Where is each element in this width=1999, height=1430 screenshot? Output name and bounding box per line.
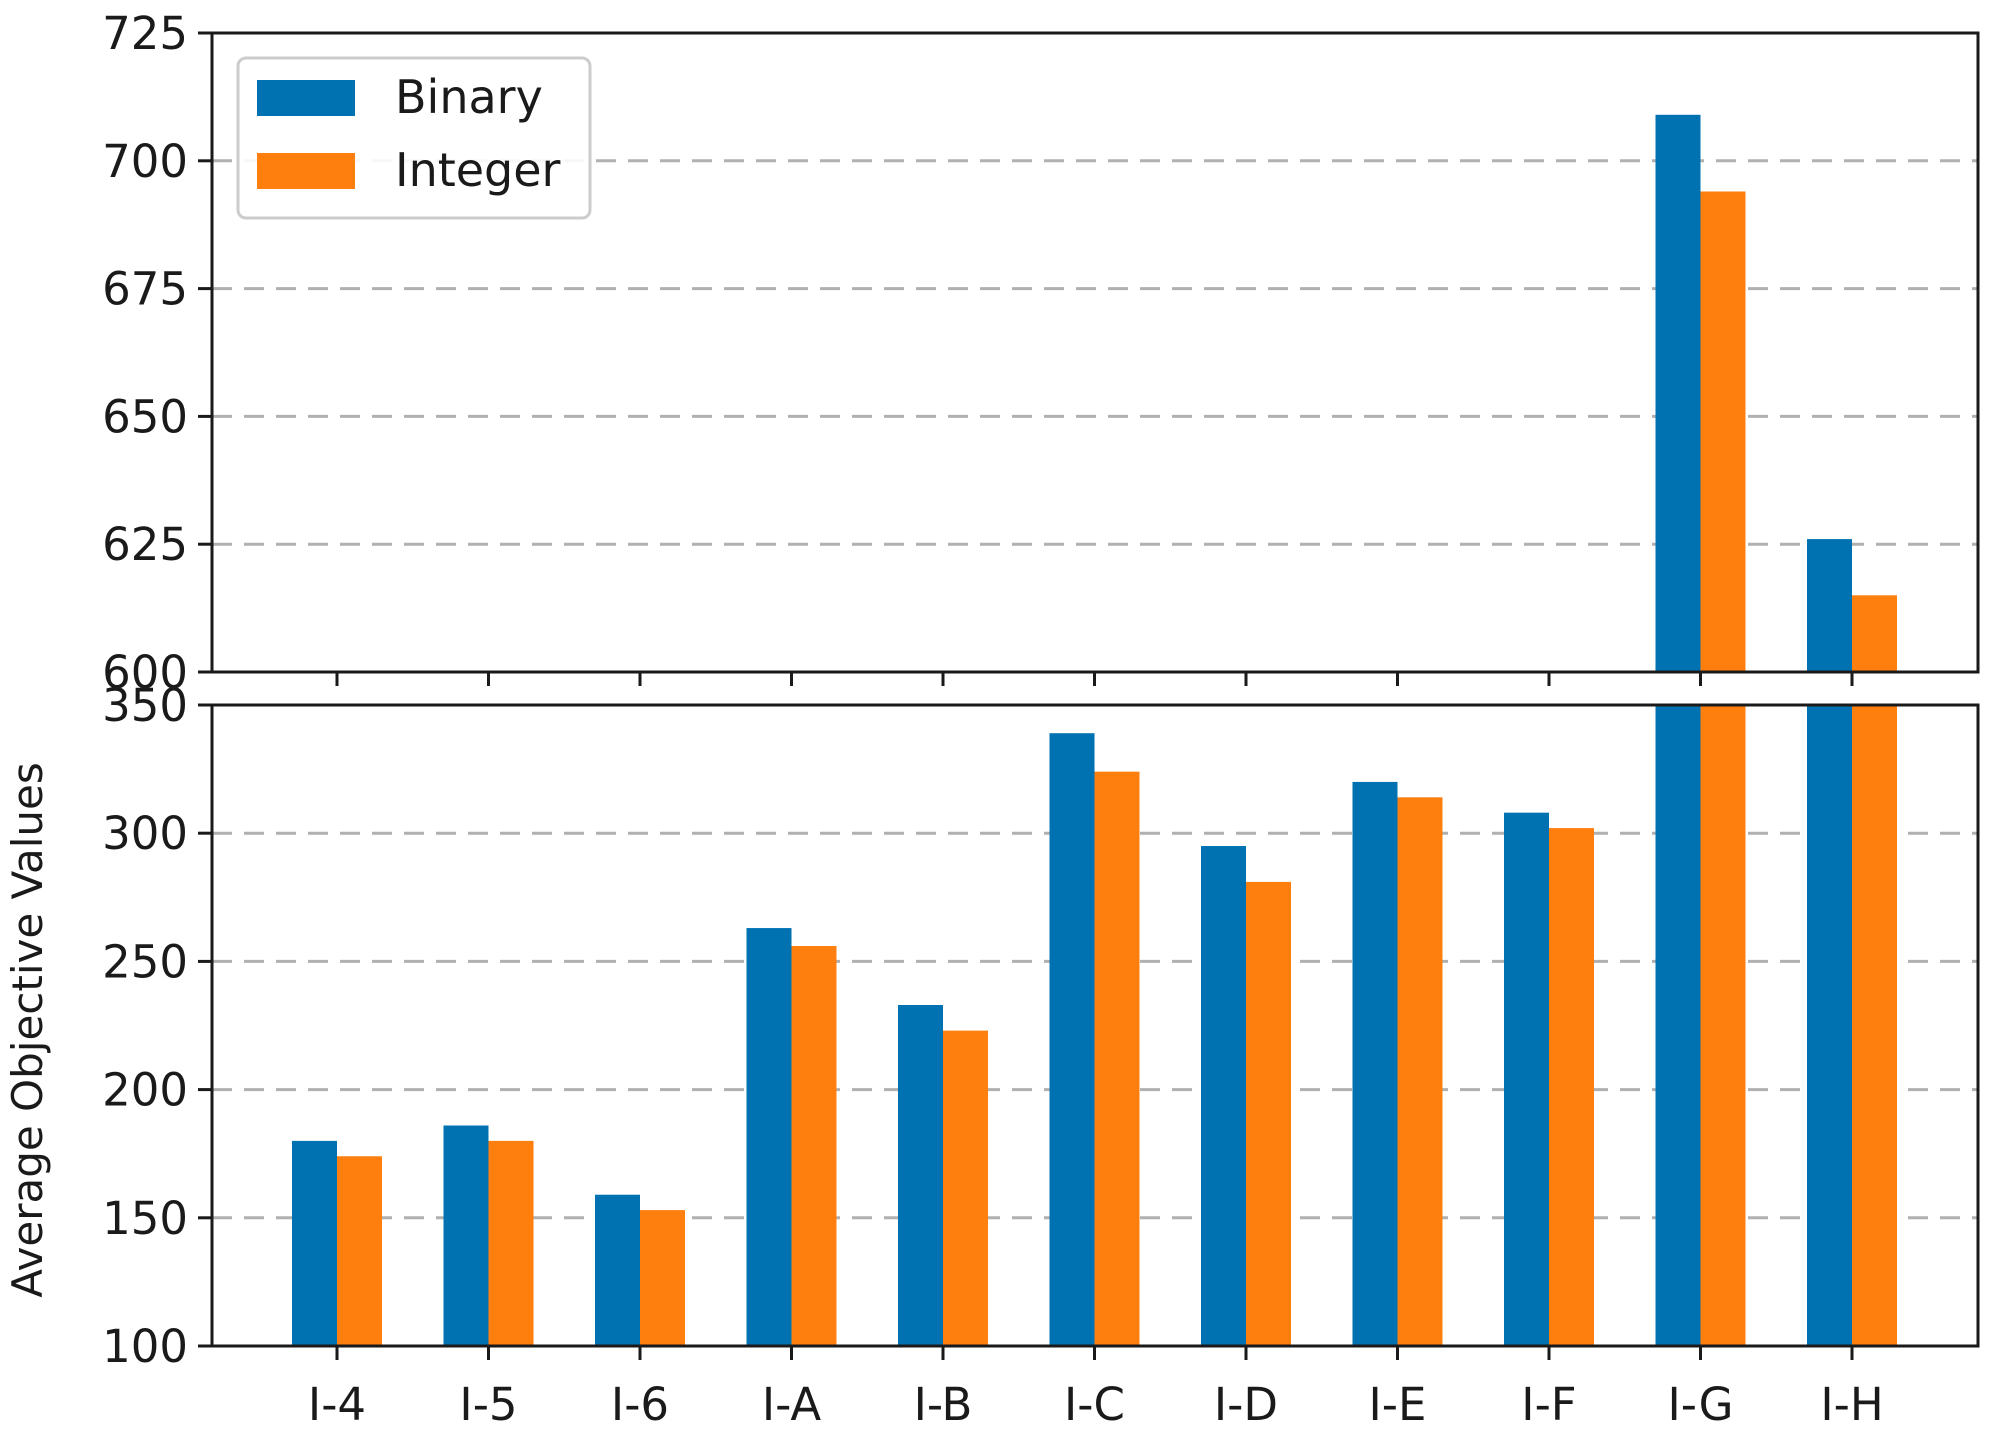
bar-bottom-integer-i-d [1246, 881, 1291, 1346]
legend-swatch-binary [257, 80, 355, 116]
legend-label-binary: Binary [395, 70, 543, 124]
bar-bottom-binary-i-h [1807, 705, 1852, 1346]
bar-bottom-integer-i-e [1397, 797, 1443, 1346]
y-tick-label-bottom-300: 300 [102, 807, 188, 860]
bar-bottom-binary-i-5 [443, 1125, 489, 1346]
x-tick-label-i-e: I-E [1369, 1378, 1427, 1430]
legend-swatch-integer [257, 153, 355, 189]
x-axis: I-4 I-5 I-6 I-A I-B I-C I-D I-E I-F I-G I-H [308, 672, 1884, 1430]
bar-top-binary-i-h [1807, 539, 1852, 672]
bar-bottom-integer-i-h [1852, 705, 1897, 1346]
bar-bottom-integer-i-f [1549, 828, 1594, 1346]
y-tick-label-top-725: 725 [102, 7, 188, 60]
bar-bottom-integer-i-5 [488, 1140, 534, 1346]
bars-top [1655, 114, 1897, 672]
y-tick-label-bottom-200: 200 [102, 1064, 188, 1117]
x-tick-label-i-5: I-5 [459, 1378, 517, 1430]
x-tick-label-i-f: I-F [1521, 1378, 1576, 1430]
bar-bottom-binary-i-d [1201, 846, 1246, 1346]
y-tick-label-bottom-100: 100 [102, 1320, 188, 1373]
bar-bottom-binary-i-a [746, 928, 792, 1346]
y-tick-label-bottom-150: 150 [102, 1192, 188, 1245]
legend-label-integer: Integer [395, 143, 561, 197]
y-tick-label-top-600: 600 [102, 646, 188, 699]
bar-bottom-binary-i-4 [292, 1140, 337, 1346]
bar-top-integer-i-g [1700, 191, 1746, 672]
bar-bottom-integer-i-g [1700, 705, 1746, 1346]
y-tick-label-bottom-250: 250 [102, 935, 188, 988]
bars-bottom [292, 705, 1897, 1346]
legend: Binary Integer [236, 56, 592, 220]
x-tick-label-i-d: I-D [1214, 1378, 1278, 1430]
y-tick-label-top-650: 650 [102, 390, 188, 443]
bar-bottom-binary-i-b [898, 1004, 943, 1346]
x-tick-label-i-b: I-B [914, 1378, 973, 1430]
bar-top-binary-i-g [1655, 114, 1701, 672]
y-axis-label: Average Objective Values [3, 762, 52, 1298]
y-tick-label-top-700: 700 [102, 135, 188, 188]
bar-bottom-integer-i-6 [640, 1210, 685, 1346]
bar-bottom-binary-i-6 [595, 1194, 640, 1346]
bar-bottom-binary-i-g [1655, 705, 1701, 1346]
bar-bottom-integer-i-b [943, 1030, 988, 1346]
x-tick-label-i-6: I-6 [611, 1378, 669, 1430]
bar-bottom-integer-i-4 [337, 1156, 382, 1346]
x-tick-label-i-a: I-A [762, 1378, 822, 1430]
y-tick-label-bottom-350: 350 [102, 679, 188, 732]
bar-bottom-integer-i-c [1094, 771, 1140, 1346]
bar-bottom-binary-i-f [1504, 812, 1549, 1346]
x-tick-label-i-c: I-C [1064, 1378, 1125, 1430]
y-tick-label-top-625: 625 [102, 518, 188, 571]
x-tick-label-i-4: I-4 [308, 1378, 366, 1430]
bar-bottom-integer-i-a [791, 946, 837, 1346]
x-tick-label-i-h: I-H [1820, 1378, 1883, 1430]
x-tick-label-i-g: I-G [1667, 1378, 1733, 1430]
bottom-panel: 100 150 200 250 300 350 [102, 679, 1980, 1373]
y-tick-label-top-675: 675 [102, 263, 188, 316]
bar-bottom-binary-i-c [1049, 733, 1095, 1346]
top-panel: 600 625 650 675 700 725 [102, 7, 1980, 699]
bar-top-integer-i-h [1852, 595, 1897, 672]
bar-bottom-binary-i-e [1352, 781, 1398, 1346]
